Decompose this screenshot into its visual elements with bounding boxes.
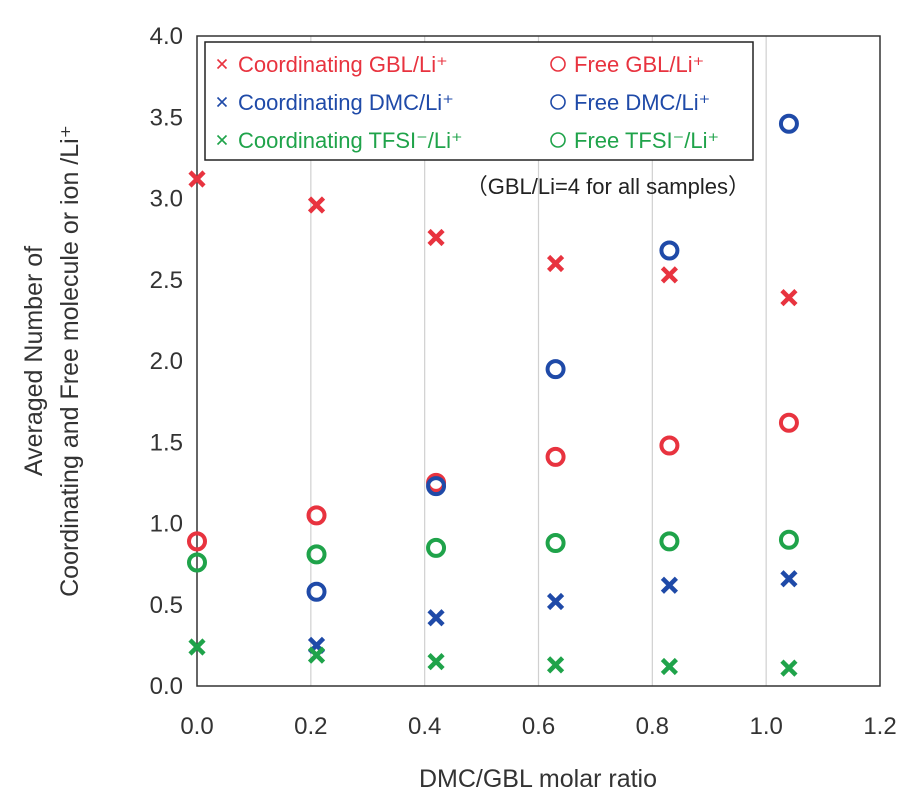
data-point-circle (659, 531, 680, 552)
data-point-cross (780, 659, 798, 677)
data-point-cross (780, 289, 798, 307)
data-point-circle (778, 529, 799, 550)
chart-annotation: （GBL/Li=4 for all samples） (466, 174, 750, 199)
y-tick-label: 1.5 (150, 429, 183, 456)
legend-box (204, 41, 754, 161)
data-point-circle (426, 476, 447, 497)
data-point-circle (306, 581, 327, 602)
legend-marker (550, 56, 566, 72)
data-point-cross (188, 638, 206, 656)
y-axis-ticks: 0.0 0.5 1.0 1.5 2.0 2.5 3.0 3.5 4.0 (150, 23, 183, 700)
y-tick-label: 0.0 (150, 673, 183, 700)
y-tick-label: 0.5 (150, 592, 183, 619)
data-point-cross (188, 170, 206, 188)
data-point-cross (427, 228, 445, 247)
data-point-circle (545, 533, 566, 553)
data-point-cross (660, 576, 678, 594)
legend: Coordinating GBL/Li⁺ Free GBL/Li⁺ Coordina… (204, 41, 754, 161)
data-point-cross (427, 653, 445, 671)
data-point-circle (778, 113, 799, 134)
legend-label: Coordinating DMC/Li⁺ (238, 90, 454, 115)
legend-marker (550, 132, 566, 148)
legend-label: Free DMC/Li⁺ (574, 90, 710, 115)
legend-label: Free TFSI⁻/Li⁺ (574, 128, 719, 153)
legend-marker (550, 94, 566, 110)
data-point-cross (546, 592, 565, 611)
y-tick-label: 2.5 (150, 267, 183, 294)
data-point-circle (426, 537, 447, 558)
y-axis-title-line1: Averaged Number of (20, 246, 48, 476)
legend-label: Coordinating TFSI⁻/Li⁺ (238, 128, 463, 153)
data-point-cross (660, 657, 678, 676)
data-point-cross (307, 196, 326, 214)
legend-marker (216, 96, 228, 108)
y-axis-title-line2: Coordinating and Free molecule or ion /L… (56, 125, 84, 597)
x-tick-label: 0.4 (408, 713, 441, 740)
data-point-circle (545, 446, 566, 467)
x-axis-title: DMC/GBL molar ratio (419, 765, 657, 793)
y-tick-label: 4.0 (150, 23, 183, 50)
legend-marker (216, 58, 228, 70)
data-point-cross (546, 254, 565, 273)
y-tick-label: 3.0 (150, 186, 183, 213)
data-point-circle (659, 240, 680, 261)
data-point-circle (306, 505, 327, 526)
data-point-circle (187, 552, 207, 573)
x-tick-label: 1.0 (749, 713, 782, 740)
y-tick-label: 1.0 (150, 511, 183, 538)
data-point-cross (660, 266, 678, 284)
y-tick-label: 2.0 (150, 348, 183, 375)
data-point-cross (546, 656, 565, 674)
data-point-cross (307, 646, 326, 664)
data-point-circle (306, 544, 327, 565)
x-tick-label: 0.2 (294, 713, 327, 740)
data-point-cross (427, 609, 445, 627)
data-points (187, 113, 799, 677)
data-point-circle (659, 435, 680, 456)
x-axis-ticks: 0.0 0.2 0.4 0.6 0.8 1.0 1.2 (180, 713, 896, 740)
x-tick-label: 0.0 (180, 713, 213, 740)
y-tick-label: 3.5 (150, 104, 183, 131)
data-point-circle (778, 412, 799, 433)
legend-label: Free GBL/Li⁺ (574, 52, 704, 77)
x-tick-label: 1.2 (863, 713, 896, 740)
data-point-cross (780, 570, 798, 588)
legend-label: Coordinating GBL/Li⁺ (238, 52, 448, 77)
data-point-circle (545, 359, 566, 380)
plot-area-frame (196, 35, 881, 687)
data-point-circle (187, 531, 207, 552)
x-tick-label: 0.8 (636, 713, 669, 740)
legend-marker (216, 134, 228, 146)
x-tick-label: 0.6 (522, 713, 555, 740)
